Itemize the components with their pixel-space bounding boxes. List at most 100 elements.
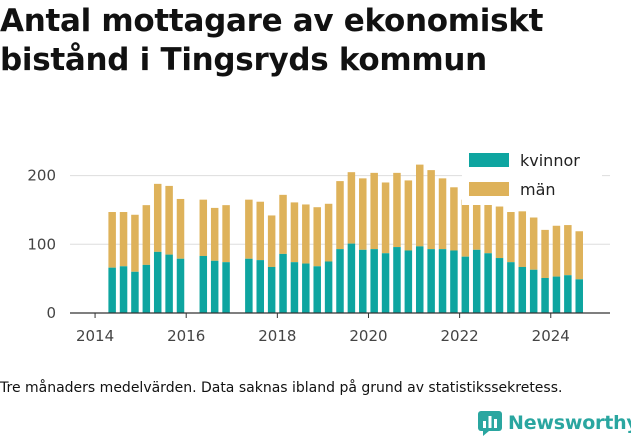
bar-kvinnor: [108, 267, 116, 313]
bar-man: [290, 202, 299, 263]
legend: kvinnor män: [462, 145, 602, 205]
bar-kvinnor: [279, 253, 287, 313]
x-tick-label: 2020: [349, 327, 387, 345]
bar-kvinnor: [131, 271, 139, 313]
bar-kvinnor: [507, 262, 515, 313]
legend-swatch: [469, 153, 509, 167]
bar-man: [142, 205, 151, 265]
bar-kvinnor: [370, 249, 378, 313]
bar-man: [324, 203, 333, 262]
bar-kvinnor: [518, 266, 527, 313]
bar-man: [119, 212, 128, 267]
bar-man: [518, 211, 527, 267]
bar-kvinnor: [119, 266, 128, 313]
bar-man: [438, 178, 447, 250]
bar-man: [222, 205, 230, 263]
bar-kvinnor: [381, 253, 390, 313]
bar-man: [199, 199, 208, 256]
bar-kvinnor: [404, 250, 413, 313]
bars-layer: [108, 164, 583, 313]
bar-kvinnor: [245, 258, 253, 313]
bar-man: [267, 215, 276, 267]
bar-kvinnor: [313, 266, 321, 313]
x-tick-label: 2016: [167, 327, 205, 345]
bar-man: [347, 172, 356, 244]
bar-kvinnor: [142, 264, 151, 313]
bar-man: [245, 199, 253, 259]
brand-logo: Newsworthy: [477, 409, 631, 437]
bar-kvinnor: [176, 258, 185, 313]
bar-man: [495, 206, 504, 259]
bar-chart-logo-icon: [478, 411, 502, 436]
bar-kvinnor: [256, 260, 265, 313]
chart-title-line-2: bistånd i Tingsryds kommun: [0, 42, 487, 78]
x-tick-label: 2014: [76, 327, 114, 345]
bar-man: [575, 231, 583, 280]
bar-kvinnor: [347, 243, 356, 313]
bar-kvinnor: [529, 269, 538, 313]
bar-man: [427, 170, 435, 250]
bar-man: [450, 187, 458, 251]
bar-kvinnor: [267, 266, 276, 313]
bar-kvinnor: [450, 250, 458, 313]
bar-kvinnor: [222, 262, 230, 313]
y-tick-label: 100: [27, 235, 56, 253]
bar-man: [461, 199, 470, 257]
bar-kvinnor: [336, 249, 344, 313]
bar-kvinnor: [290, 262, 299, 313]
bar-kvinnor: [324, 261, 333, 313]
bar-man: [176, 198, 185, 259]
bar-man: [541, 229, 549, 278]
brand-name: Newsworthy: [508, 412, 631, 434]
bar-man: [108, 212, 116, 268]
bar-man: [313, 207, 321, 267]
bar-man: [552, 225, 561, 277]
chart-title-line-1: Antal mottagare av ekonomiskt: [0, 3, 544, 39]
bar-kvinnor: [438, 249, 447, 313]
bar-man: [279, 194, 287, 254]
bar-man: [131, 214, 139, 272]
legend-label: kvinnor: [520, 151, 580, 170]
bar-kvinnor: [199, 255, 208, 313]
bar-kvinnor: [359, 249, 367, 313]
y-tick-label: 0: [46, 304, 56, 322]
bar-man: [336, 181, 344, 250]
bar-kvinnor: [495, 258, 504, 313]
bar-kvinnor: [484, 253, 492, 313]
bar-man: [472, 183, 481, 250]
bar-kvinnor: [415, 246, 424, 313]
legend-label: män: [520, 180, 556, 199]
legend-swatch: [469, 182, 509, 196]
bar-kvinnor: [472, 249, 481, 313]
bar-man: [302, 204, 310, 264]
x-tick-label: 2022: [441, 327, 479, 345]
stacked-bar-chart: 0 100 200 2014 2016 2018 2020 2022 2024 kvinnor m…: [27, 145, 610, 345]
bar-man: [153, 183, 162, 252]
bar-kvinnor: [552, 276, 561, 313]
bar-man: [393, 172, 401, 248]
bar-kvinnor: [393, 247, 401, 313]
bar-kvinnor: [210, 260, 219, 313]
bar-kvinnor: [153, 251, 162, 313]
bar-kvinnor: [575, 279, 583, 313]
bar-kvinnor: [564, 275, 572, 313]
bar-kvinnor: [541, 277, 549, 313]
bar-man: [381, 182, 390, 254]
x-tick-label: 2018: [258, 327, 296, 345]
footnote: Tre månaders medelvärden. Data saknas ib…: [0, 380, 563, 396]
bar-man: [404, 180, 413, 251]
bar-man: [529, 217, 538, 270]
bar-man: [359, 178, 367, 250]
axis-layer: 0 100 200 2014 2016 2018 2020 2022 2024: [27, 167, 610, 345]
bar-kvinnor: [461, 256, 470, 313]
y-tick-label: 200: [27, 167, 56, 185]
bar-man: [507, 212, 515, 263]
bar-man: [370, 172, 378, 250]
bar-kvinnor: [302, 263, 310, 313]
bar-man: [210, 207, 219, 261]
bar-man: [484, 200, 492, 254]
x-tick-label: 2024: [532, 327, 570, 345]
bar-kvinnor: [427, 249, 435, 313]
bar-man: [564, 225, 572, 276]
bar-kvinnor: [165, 254, 173, 313]
